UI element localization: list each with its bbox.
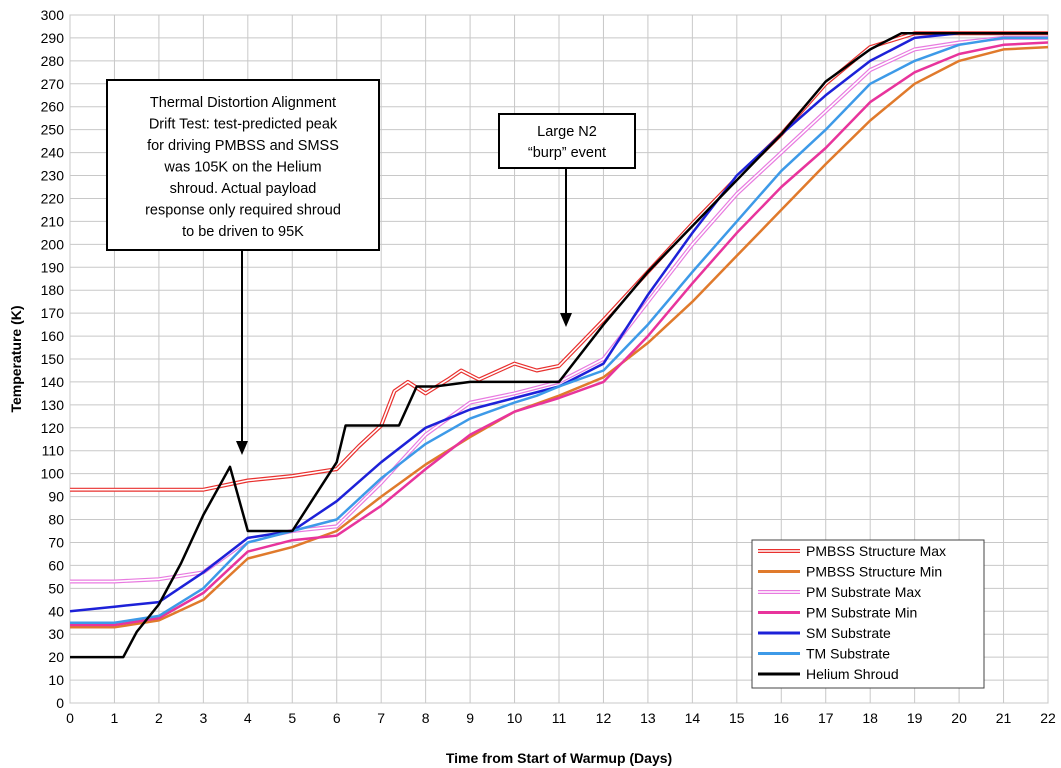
y-tick-label: 100 bbox=[41, 466, 65, 482]
legend-item: PM Substrate Min bbox=[758, 605, 917, 621]
y-tick-label: 20 bbox=[48, 649, 64, 665]
legend-item: SM Substrate bbox=[758, 625, 891, 641]
callout-n2-burp: Large N2 “burp” event bbox=[498, 113, 636, 327]
y-tick-label: 30 bbox=[48, 626, 64, 642]
series-tm-substrate bbox=[70, 36, 1048, 624]
y-tick-label: 230 bbox=[41, 168, 65, 184]
callout-arrow-head bbox=[236, 441, 248, 455]
series-pmbss-structure-min bbox=[70, 45, 1049, 629]
y-tick-label: 200 bbox=[41, 236, 65, 252]
x-tick-label: 22 bbox=[1040, 710, 1056, 726]
y-tick-label: 90 bbox=[48, 489, 64, 505]
legend-label: PM Substrate Max bbox=[806, 584, 921, 600]
legend-label: PMBSS Structure Min bbox=[806, 564, 942, 580]
y-tick-label: 260 bbox=[41, 99, 65, 115]
callout-text-line: response only required shroud bbox=[145, 203, 341, 219]
series-pm-substrate-min bbox=[70, 41, 1049, 627]
y-tick-label: 170 bbox=[41, 305, 65, 321]
x-tick-label: 10 bbox=[507, 710, 523, 726]
x-tick-label: 2 bbox=[155, 710, 163, 726]
x-tick-label: 19 bbox=[907, 710, 923, 726]
y-tick-label: 280 bbox=[41, 53, 65, 69]
y-tick-label: 180 bbox=[41, 282, 65, 298]
callout-text-line: Drift Test: test-predicted peak bbox=[149, 117, 338, 133]
callout-arrow-head bbox=[560, 313, 572, 327]
y-tick-label: 50 bbox=[48, 580, 64, 596]
x-tick-label: 5 bbox=[288, 710, 296, 726]
series-helium-shroud bbox=[70, 32, 1048, 659]
y-tick-label: 0 bbox=[56, 695, 64, 711]
legend-item: Helium Shroud bbox=[758, 666, 899, 682]
callout-text-line: Large N2 bbox=[537, 124, 597, 140]
y-axis-title: Temperature (K) bbox=[8, 305, 24, 412]
legend-item: PMBSS Structure Max bbox=[758, 543, 946, 559]
y-tick-label: 190 bbox=[41, 259, 65, 275]
legend-item: PMBSS Structure Min bbox=[758, 564, 942, 580]
legend-label: TM Substrate bbox=[806, 646, 890, 662]
y-tick-label: 250 bbox=[41, 122, 65, 138]
x-tick-label: 3 bbox=[199, 710, 207, 726]
legend-item: TM Substrate bbox=[758, 646, 890, 662]
tick-labels: 0 1 2 3 4 5 6 7 8 9 10 11 12 13 14 15 16 17 18 19 20 21 220102… bbox=[41, 7, 1056, 726]
x-tick-label: 17 bbox=[818, 710, 834, 726]
y-tick-label: 160 bbox=[41, 328, 65, 344]
y-tick-label: 130 bbox=[41, 397, 65, 413]
series-line bbox=[70, 45, 1049, 629]
series-line bbox=[70, 41, 1049, 627]
x-tick-label: 14 bbox=[685, 710, 701, 726]
legend-label: PM Substrate Min bbox=[806, 605, 917, 621]
x-tick-label: 7 bbox=[377, 710, 385, 726]
x-tick-label: 13 bbox=[640, 710, 656, 726]
x-axis-title: Time from Start of Warmup (Days) bbox=[446, 750, 672, 766]
legend-item: PM Substrate Max bbox=[758, 584, 921, 600]
series-line bbox=[70, 32, 1048, 659]
y-tick-label: 120 bbox=[41, 420, 65, 436]
series-line bbox=[70, 36, 1048, 624]
x-tick-label: 6 bbox=[333, 710, 341, 726]
x-tick-label: 18 bbox=[862, 710, 878, 726]
x-tick-label: 12 bbox=[596, 710, 612, 726]
x-tick-label: 11 bbox=[552, 710, 567, 726]
series-group bbox=[69, 31, 1049, 659]
x-tick-label: 0 bbox=[66, 710, 74, 726]
x-tick-label: 20 bbox=[951, 710, 967, 726]
callout-text-line: Thermal Distortion Alignment bbox=[150, 95, 336, 111]
x-tick-label: 1 bbox=[111, 710, 119, 726]
callout-box bbox=[106, 79, 380, 251]
callout-text-line: “burp” event bbox=[528, 145, 606, 161]
callout-text-line: for driving PMBSS and SMSS bbox=[147, 138, 339, 154]
x-tick-label: 9 bbox=[466, 710, 474, 726]
callout-text-line: was 105K on the Helium bbox=[163, 160, 321, 176]
x-tick-label: 4 bbox=[244, 710, 252, 726]
y-tick-label: 10 bbox=[48, 672, 64, 688]
y-tick-label: 220 bbox=[41, 190, 65, 206]
callout-text-line: to be driven to 95K bbox=[182, 224, 304, 240]
callout-text-line: shroud. Actual payload bbox=[170, 181, 317, 197]
legend-label: SM Substrate bbox=[806, 625, 891, 641]
legend-label: Helium Shroud bbox=[806, 666, 899, 682]
x-tick-label: 15 bbox=[729, 710, 745, 726]
x-tick-label: 8 bbox=[422, 710, 430, 726]
x-tick-label: 16 bbox=[773, 710, 789, 726]
y-tick-label: 150 bbox=[41, 351, 65, 367]
callout-thermal-distortion: Thermal Distortion Alignment Drift Test: … bbox=[106, 79, 380, 455]
y-tick-label: 80 bbox=[48, 512, 64, 528]
y-tick-label: 110 bbox=[42, 443, 65, 459]
y-tick-label: 240 bbox=[41, 145, 65, 161]
y-tick-label: 140 bbox=[41, 374, 65, 390]
y-tick-label: 300 bbox=[41, 7, 65, 23]
y-tick-label: 210 bbox=[41, 213, 65, 229]
y-tick-label: 270 bbox=[41, 76, 65, 92]
callout-box bbox=[498, 113, 636, 169]
y-tick-label: 290 bbox=[41, 30, 65, 46]
y-tick-label: 70 bbox=[48, 534, 64, 550]
legend-label: PMBSS Structure Max bbox=[806, 543, 946, 559]
y-tick-label: 40 bbox=[48, 603, 64, 619]
legend: PMBSS Structure Max PMBSS Structure Min PM… bbox=[751, 539, 985, 689]
x-tick-label: 21 bbox=[996, 710, 1012, 726]
y-tick-label: 60 bbox=[48, 557, 64, 573]
